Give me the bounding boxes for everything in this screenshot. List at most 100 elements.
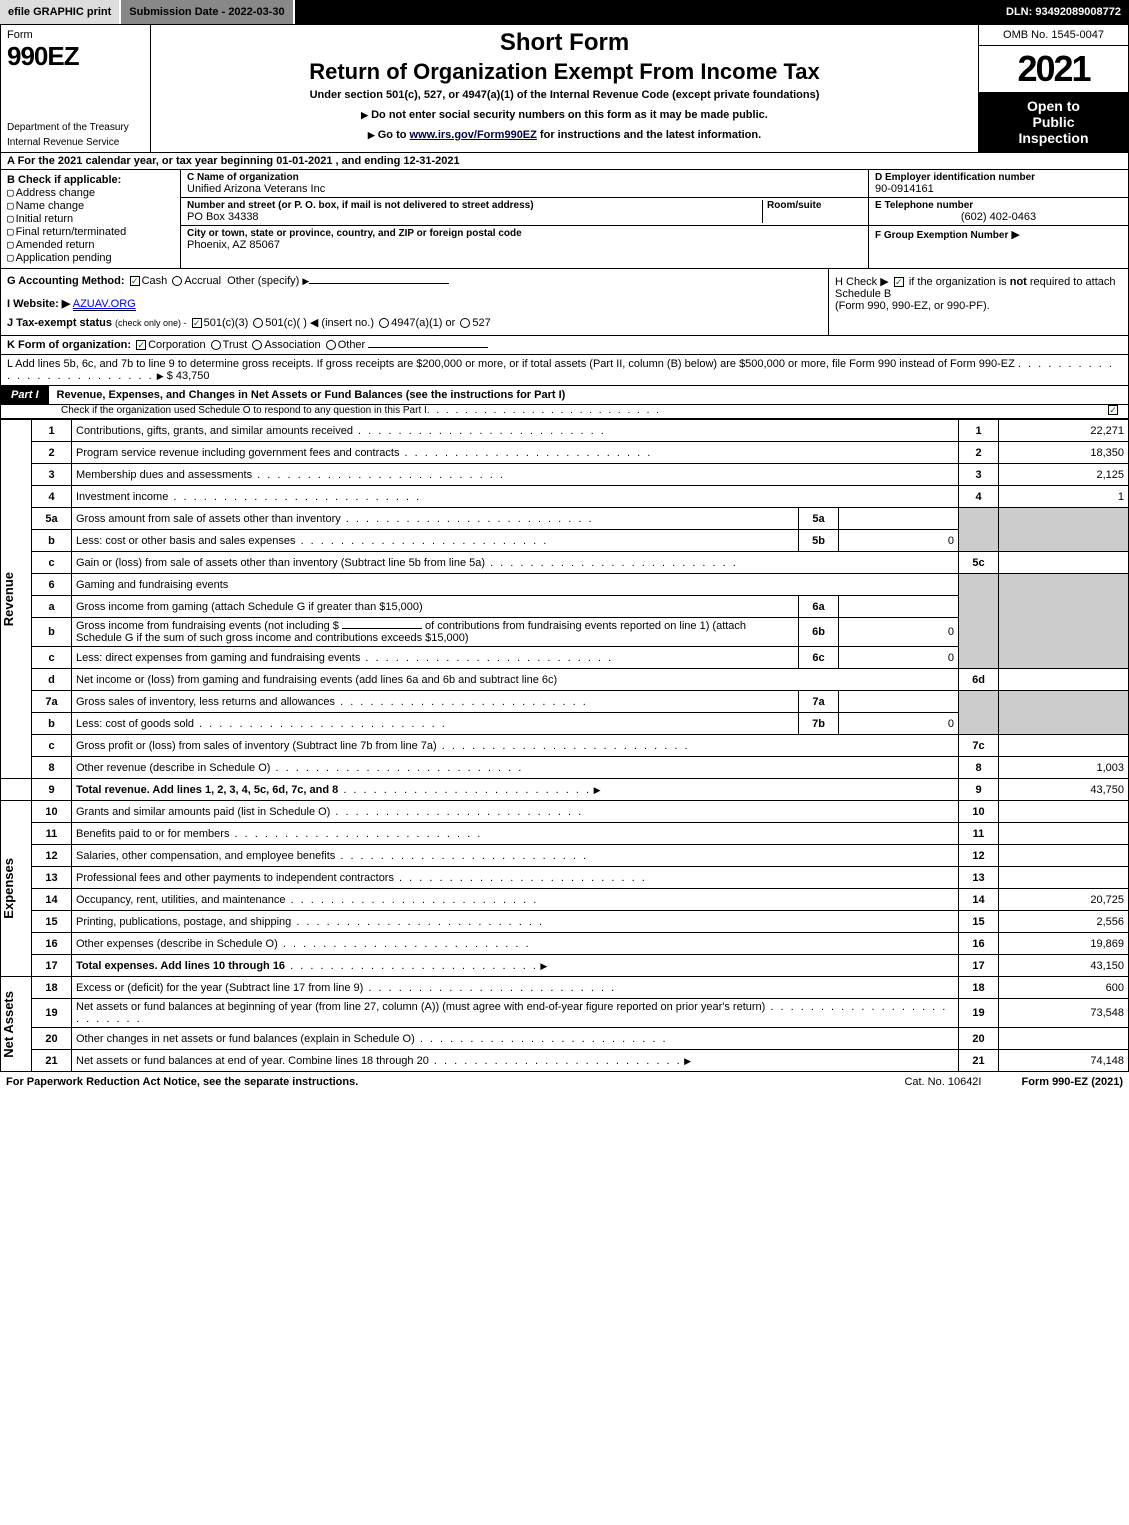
website-link[interactable]: AZUAV.ORG [73,298,136,311]
short-form-title: Short Form [157,29,972,57]
l21-desc: Net assets or fund balances at end of ye… [76,1055,429,1067]
l7ab-grey-val [999,691,1129,735]
l10-rnum: 10 [959,801,999,823]
l8-num: 8 [32,757,72,779]
k-trust-radio[interactable] [211,340,221,350]
k-corp-check[interactable] [136,340,146,350]
part1-sub-text: Check if the organization used Schedule … [61,405,427,416]
l6b-blank[interactable] [342,628,422,629]
l12-num: 12 [32,845,72,867]
l18-rval: 600 [999,977,1129,999]
j-label: J Tax-exempt status [7,317,112,329]
l5a-desc: Gross amount from sale of assets other t… [76,513,341,525]
h-check[interactable] [894,277,904,287]
section-def: D Employer identification number 90-0914… [868,170,1128,268]
l16-desc: Other expenses (describe in Schedule O) [76,938,278,950]
l18-rnum: 18 [959,977,999,999]
l5b-sn: 5b [799,530,839,552]
l12-rnum: 12 [959,845,999,867]
l9-desc: Total revenue. Add lines 1, 2, 3, 4, 5c,… [76,784,338,796]
l7c-desc: Gross profit or (loss) from sales of inv… [76,740,437,752]
l2-rval: 18,350 [999,442,1129,464]
phone-value: (602) 402-0463 [875,211,1122,223]
l6a-num: a [32,596,72,618]
j-501c-radio[interactable] [253,318,263,328]
addr-value: PO Box 34338 [187,211,762,223]
check-final-return[interactable]: ▢Final return/terminated [7,225,174,238]
check-application-pending[interactable]: ▢Application pending [7,251,174,264]
goto-prefix: Go to [368,129,410,141]
l6c-sv: 0 [839,647,959,669]
l8-desc: Other revenue (describe in Schedule O) [76,762,270,774]
l13-desc: Professional fees and other payments to … [76,872,394,884]
j-4947-radio[interactable] [379,318,389,328]
line-3: 3 Membership dues and assessments 3 2,12… [1,464,1129,486]
l3-rnum: 3 [959,464,999,486]
revenue-vlabel: Revenue [1,572,16,626]
l7b-sv: 0 [839,713,959,735]
irs-link[interactable]: www.irs.gov/Form990EZ [410,129,537,141]
l6c-sn: 6c [799,647,839,669]
row-j-tax-exempt: J Tax-exempt status (check only one) - 5… [7,316,822,329]
k-other-input[interactable] [368,347,488,348]
open-line3: Inspection [981,130,1126,146]
l20-num: 20 [32,1028,72,1050]
open-line1: Open to [981,98,1126,114]
group-arrow: ▶ [1011,229,1019,241]
l15-desc: Printing, publications, postage, and shi… [76,916,291,928]
org-name-label: C Name of organization [187,172,862,183]
page-footer: For Paperwork Reduction Act Notice, see … [0,1072,1129,1092]
l6d-rnum: 6d [959,669,999,691]
l13-num: 13 [32,867,72,889]
l7ab-grey [959,691,999,735]
section-h-schedule-b: H Check ▶ if the organization is not req… [828,269,1128,335]
k-o1: Corporation [148,339,205,351]
j-527-radio[interactable] [460,318,470,328]
city-label: City or town, state or province, country… [187,228,862,239]
line-12: 12 Salaries, other compensation, and emp… [1,845,1129,867]
l7b-num: b [32,713,72,735]
check-initial-return[interactable]: ▢Initial return [7,212,174,225]
l14-rnum: 14 [959,889,999,911]
l6c-num: c [32,647,72,669]
check-name-change[interactable]: ▢Name change [7,199,174,212]
l21-arrow [682,1055,691,1067]
g-other-arrow [302,275,309,287]
l7a-desc: Gross sales of inventory, less returns a… [76,696,335,708]
line-5a: 5a Gross amount from sale of assets othe… [1,508,1129,530]
form-header-block: Form 990EZ Department of the Treasury In… [0,24,1129,153]
g-cash-check[interactable] [130,276,140,286]
ein-value: 90-0914161 [875,183,1122,195]
l8-rval: 1,003 [999,757,1129,779]
ein-label: D Employer identification number [875,172,1122,183]
part1-schedule-o-check[interactable] [1108,405,1118,415]
open-to-public: Open to Public Inspection [979,92,1128,152]
org-city-row: City or town, state or province, country… [181,226,868,253]
h-text4: (Form 990, 990-EZ, or 990-PF). [835,300,990,312]
g-accrual-radio[interactable] [172,276,182,286]
l12-rval [999,845,1129,867]
l8-rnum: 8 [959,757,999,779]
efile-print-label[interactable]: efile GRAPHIC print [0,0,121,24]
section-subtitle: Under section 501(c), 527, or 4947(a)(1)… [157,89,972,101]
check-address-change[interactable]: ▢Address change [7,186,174,199]
l9-rval: 43,750 [999,779,1129,801]
l7a-sn: 7a [799,691,839,713]
check-amended-return[interactable]: ▢Amended return [7,238,174,251]
l6-num: 6 [32,574,72,596]
l1-rnum: 1 [959,420,999,442]
g-other-input[interactable] [309,283,449,284]
row-l-gross-receipts: L Add lines 5b, 6c, and 7b to line 9 to … [0,355,1129,386]
footer-paperwork: For Paperwork Reduction Act Notice, see … [6,1076,904,1088]
footer-form-ref: Form 990-EZ (2021) [1022,1076,1124,1088]
line-18: Net Assets 18 Excess or (deficit) for th… [1,977,1129,999]
l6-desc: Gaming and fundraising events [72,574,959,596]
l21-rnum: 21 [959,1050,999,1072]
j-501c3-check[interactable] [192,318,202,328]
line-7c: c Gross profit or (loss) from sales of i… [1,735,1129,757]
k-assoc-radio[interactable] [252,340,262,350]
line-17: 17 Total expenses. Add lines 10 through … [1,955,1129,977]
footer-form-num: 990-EZ [1052,1076,1088,1088]
h-text1: H Check ▶ [835,276,892,288]
k-other-radio[interactable] [326,340,336,350]
